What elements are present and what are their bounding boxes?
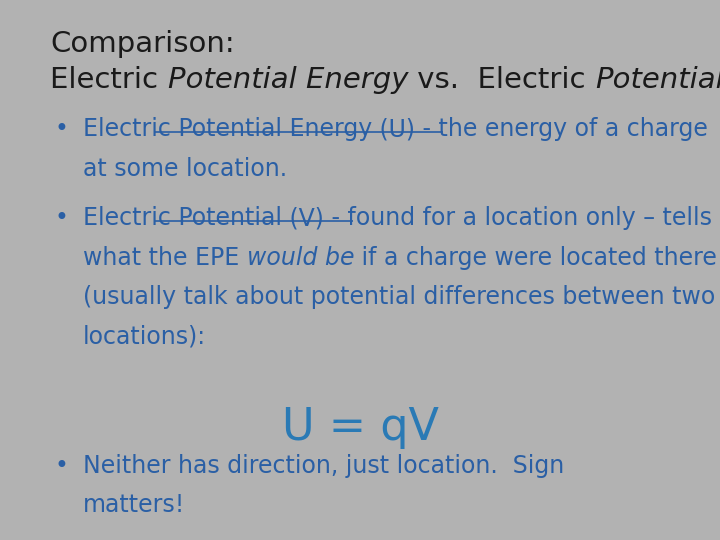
Text: - the energy of a charge: - the energy of a charge bbox=[415, 117, 708, 141]
Text: •: • bbox=[54, 206, 68, 230]
Text: - found for a location only – tells: - found for a location only – tells bbox=[324, 206, 711, 230]
Text: if a charge were located there: if a charge were located there bbox=[354, 246, 717, 269]
Text: (V): (V) bbox=[282, 206, 324, 230]
Text: •: • bbox=[54, 117, 68, 141]
Text: (usually talk about potential differences between two: (usually talk about potential difference… bbox=[83, 285, 715, 309]
Text: what the EPE: what the EPE bbox=[83, 246, 246, 269]
Text: Potential Energy: Potential Energy bbox=[168, 66, 408, 94]
Text: Comparison:: Comparison: bbox=[50, 30, 235, 58]
Text: Neither has direction, just location.  Sign: Neither has direction, just location. Si… bbox=[83, 454, 564, 477]
Text: locations):: locations): bbox=[83, 325, 206, 348]
Text: matters!: matters! bbox=[83, 493, 185, 517]
Text: Electric Potential: Electric Potential bbox=[83, 206, 282, 230]
Text: Electric Potential Energy: Electric Potential Energy bbox=[83, 117, 372, 141]
Text: would be: would be bbox=[246, 246, 354, 269]
Text: U = qV: U = qV bbox=[282, 406, 438, 449]
Text: at some location.: at some location. bbox=[83, 157, 287, 180]
Text: vs.  Electric: vs. Electric bbox=[408, 66, 595, 94]
Text: (U): (U) bbox=[372, 117, 415, 141]
Text: Electric: Electric bbox=[50, 66, 168, 94]
Text: Potential: Potential bbox=[595, 66, 720, 94]
Text: •: • bbox=[54, 454, 68, 477]
